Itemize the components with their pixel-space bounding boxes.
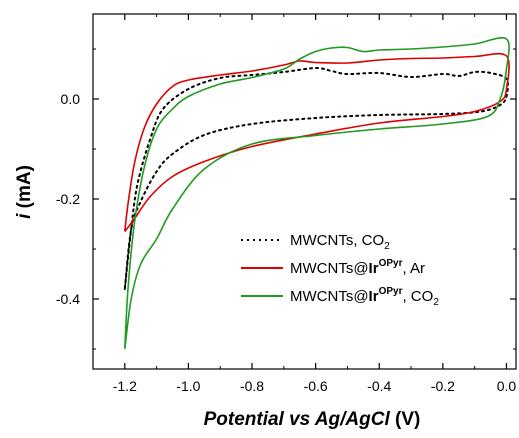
legend-label-ir-ar: MWCNTs@IrOPyr, Ar	[290, 258, 425, 277]
x-tick-label: -1.0	[176, 378, 200, 394]
y-tick-label: 0.0	[61, 91, 81, 107]
plot-frame	[92, 13, 517, 370]
x-tick-label: -0.2	[431, 378, 455, 394]
x-tick-label: -0.6	[304, 378, 328, 394]
x-axis-title: Potential vs Ag/AgCl (V)	[204, 409, 421, 430]
y-tick-label: -0.2	[56, 191, 80, 207]
legend: MWCNTs, CO2 MWCNTs@IrOPyr, Ar MWCNTs@IrO…	[241, 232, 439, 308]
series-line-mwcnts-co2	[123, 66, 509, 290]
x-tick-labels: -1.2 -1.0 -0.8 -0.6 -0.4 -0.2 0.0	[113, 378, 517, 394]
legend-label-mwcnts-co2: MWCNTs, CO2	[290, 232, 390, 252]
legend-label-ir-co2: MWCNTs@IrOPyr, CO2	[290, 286, 439, 308]
series-line-ir-ar	[124, 52, 510, 232]
x-tick-label: -0.8	[240, 378, 264, 394]
axis-ticks	[93, 14, 516, 369]
y-tick-label: -0.4	[56, 291, 80, 307]
y-axis-title: i (mA)	[14, 165, 35, 219]
series-line-ir-co2	[124, 37, 510, 350]
y-tick-labels: 0.0 -0.2 -0.4	[56, 91, 80, 307]
x-tick-label: 0.0	[497, 378, 517, 394]
x-tick-label: -1.2	[113, 378, 137, 394]
x-tick-label: -0.4	[367, 378, 391, 394]
data-series	[123, 37, 510, 350]
